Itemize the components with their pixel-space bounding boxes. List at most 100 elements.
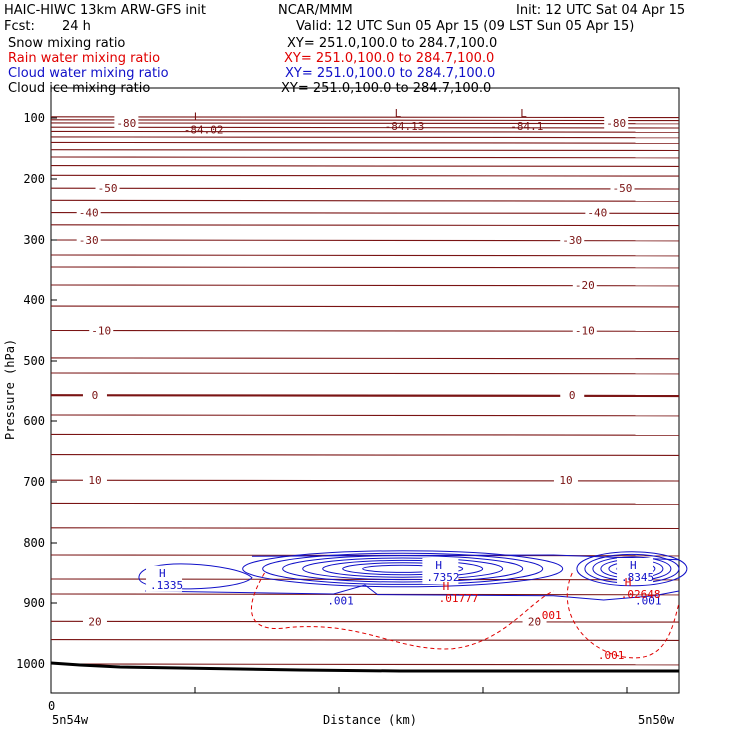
- maxima-label-bg: [422, 558, 459, 584]
- y-tick-label: 900: [23, 596, 45, 610]
- isotherm-line: [50, 357, 680, 360]
- x-left-label: 5n54w: [52, 713, 89, 727]
- surface-terrain-line: [50, 661, 679, 673]
- isotherm-label-bg: [522, 614, 547, 628]
- isotherm-line: [50, 620, 680, 623]
- cloud-water-contour: [145, 584, 680, 601]
- low-center-value: -84.1: [510, 120, 543, 133]
- isotherm-label: -10: [575, 325, 595, 338]
- isotherm-line: [50, 454, 680, 456]
- isotherm-label-bg: [82, 473, 107, 487]
- fcst-value: 24 h: [62, 19, 91, 34]
- field-xy-snow: XY= 251.0,100.0 to 284.7,100.0: [287, 36, 497, 51]
- isotherm-line: [50, 156, 680, 159]
- init-time: Init: 12 UTC Sat 04 Apr 15: [516, 3, 685, 18]
- cloud-water-contour: [282, 555, 524, 583]
- cloud-water-contour: [242, 550, 564, 588]
- isotherm-label-bg: [76, 205, 101, 219]
- isotherm-line: [50, 502, 680, 505]
- isotherm-line: [50, 126, 680, 129]
- isotherm-label: -10: [91, 325, 111, 338]
- isotherm-line: [50, 433, 680, 436]
- y-axis-title: Pressure (hPa): [3, 339, 17, 440]
- cloud-water-max-mark: H: [159, 567, 166, 580]
- isotherm-line: [50, 224, 680, 227]
- rain-water-contours: [250, 572, 680, 659]
- cloud-water-contour: [302, 557, 504, 581]
- isotherm-label-bg: [560, 233, 585, 246]
- isotherm-label-bg: [82, 388, 107, 402]
- y-tick-label: 400: [23, 293, 45, 307]
- x-right-label: 5n50w: [638, 713, 675, 727]
- cloud-water-min-label: .001: [327, 595, 354, 608]
- isotherm-line: [50, 639, 680, 641]
- isotherm-label: -50: [98, 182, 118, 195]
- isotherm-line: [50, 329, 680, 332]
- isotherm-label-bg: [572, 278, 597, 291]
- low-center-value: -84.13: [385, 120, 425, 133]
- y-tick-label: 800: [23, 536, 45, 550]
- fcst-label: Fcst:: [4, 19, 35, 34]
- low-center-mark: L: [395, 107, 402, 120]
- isotherm-label-bg: [572, 323, 597, 337]
- isotherm-label: 20: [88, 615, 101, 628]
- y-tick-label: 600: [23, 414, 45, 428]
- isotherm-label: -80: [606, 117, 626, 130]
- cloud-water-max-mark: H: [435, 559, 442, 572]
- field-xy-rain: XY= 251.0,100.0 to 284.7,100.0: [284, 51, 494, 66]
- maxima-labels: H.1335H.7352H.8345.001.001H.01777H.02648…: [146, 558, 662, 662]
- cloud-water-min-label: .001: [635, 595, 662, 608]
- isotherm-line: [50, 174, 680, 177]
- cloud-water-contours: [138, 550, 688, 601]
- rain-water-min-label: .001: [598, 649, 625, 662]
- rain-water-contour: [250, 572, 554, 650]
- cloud-water-contour: [322, 559, 484, 578]
- isotherm-line: [50, 212, 680, 214]
- isotherm-label-bg: [89, 323, 114, 337]
- isotherm-label: -40: [587, 207, 607, 220]
- temperature-contours: [50, 116, 680, 666]
- rain-water-min-label: .001: [535, 609, 562, 622]
- field-name-snow: Snow mixing ratio: [8, 36, 125, 51]
- rain-water-max-value: .01777: [439, 592, 479, 605]
- field-name-cloudwater: Cloud water mixing ratio: [8, 66, 169, 81]
- cloud-water-contour: [342, 562, 464, 576]
- isotherm-label: 0: [569, 389, 576, 402]
- isotherm-line: [50, 136, 680, 139]
- isotherm-line: [50, 165, 680, 167]
- isotherm-label: -40: [79, 207, 99, 220]
- temperature-labels: -80 -80 -50 -50 -40 -40 -30 -30 -20 -10 -10 0 0 10 10 2…: [76, 115, 635, 628]
- y-tick-label: 500: [23, 354, 45, 368]
- org-title: NCAR/MMM: [278, 3, 353, 18]
- rain-water-contour: [566, 572, 680, 659]
- plot-frame: [50, 87, 680, 694]
- isotherm-line: [50, 305, 680, 308]
- isotherm-label: -80: [116, 117, 136, 130]
- isotherm-line: [50, 122, 680, 125]
- rain-water-max-value: .02648: [621, 588, 661, 601]
- y-tick-label: 700: [23, 475, 45, 489]
- cloud-water-contour: [262, 552, 544, 585]
- isotherm-line: [50, 119, 680, 122]
- x-axis: 0 5n54w Distance (km) 5n50w: [48, 687, 675, 727]
- isotherm-label: 10: [559, 474, 572, 487]
- isotherm-label: -30: [79, 234, 99, 247]
- isotherm-line: [50, 527, 680, 530]
- x-tick-label: 0: [48, 699, 55, 713]
- x-axis-title: Distance (km): [323, 713, 417, 727]
- isotherm-label: 20: [528, 615, 541, 628]
- cloud-water-max-mark: H: [630, 559, 637, 572]
- y-tick-label: 200: [23, 172, 45, 186]
- low-center-value: -84.02: [184, 123, 224, 136]
- isotherm-label-bg: [610, 181, 635, 195]
- isotherm-line: [50, 199, 680, 202]
- isotherm-line: [50, 663, 680, 666]
- low-centers: L-84.02L-84.13L-84.1: [184, 107, 544, 136]
- isotherm-line: [50, 130, 680, 133]
- isotherm-label-bg: [585, 205, 610, 219]
- cloud-water-max-value: .8345: [621, 571, 654, 584]
- isotherm-label-bg: [560, 388, 585, 402]
- y-tick-label: 100: [23, 111, 45, 125]
- low-center-mark: L: [520, 107, 527, 120]
